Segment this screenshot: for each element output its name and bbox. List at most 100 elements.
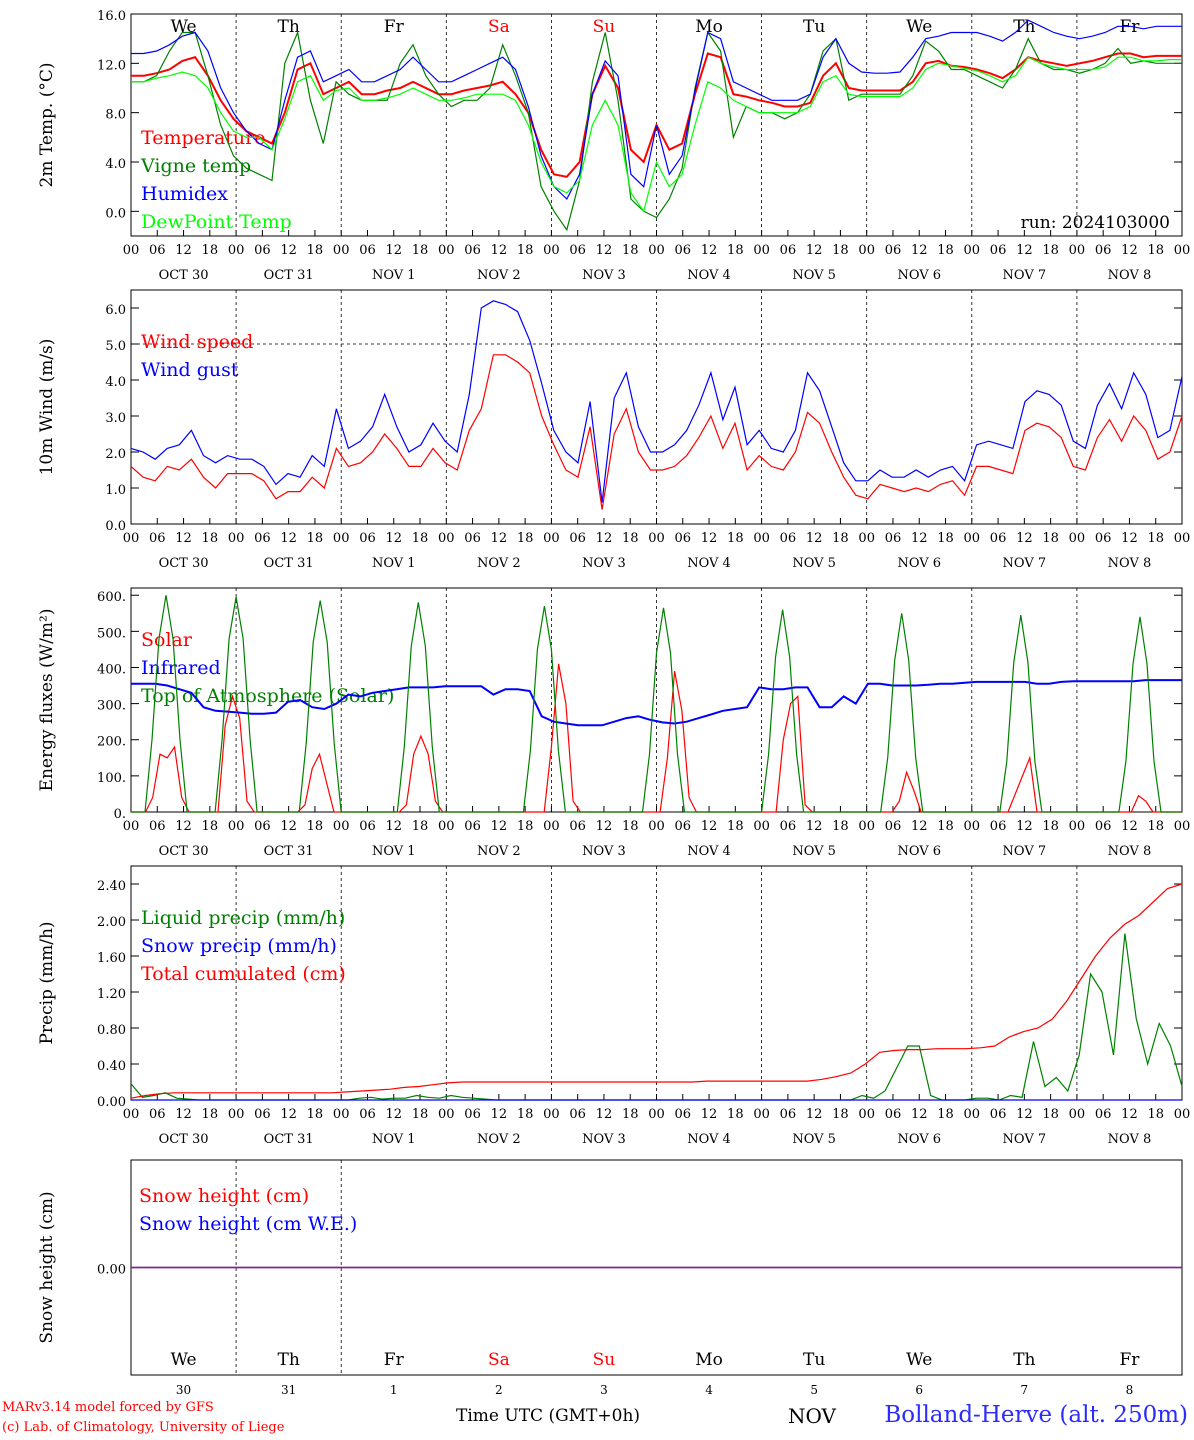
day-axis-label: NOV 4 <box>687 1132 731 1147</box>
footer-lab-text: (c) Lab. of Climatology, University of L… <box>2 1420 285 1435</box>
weekday-label: Tu <box>803 17 825 37</box>
day-axis-label: NOV 6 <box>897 844 941 859</box>
y-axis-title: 10m Wind (m/s) <box>37 339 57 476</box>
x-tick-label: 18 <box>727 1107 744 1122</box>
y-tick-label: 12.0 <box>97 58 126 73</box>
y-tick-label: 0.0 <box>105 519 126 534</box>
x-tick-label: 06 <box>675 243 692 258</box>
x-tick-label: 06 <box>464 1107 481 1122</box>
series-line-humidex <box>131 19 1182 200</box>
x-tick-label: 18 <box>202 819 219 834</box>
x-tick-label: 06 <box>254 531 271 546</box>
x-tick-label: 12 <box>491 819 508 834</box>
y-tick-label: 600. <box>97 590 126 605</box>
y-tick-label: 1.60 <box>97 951 126 966</box>
day-axis-label: NOV 8 <box>1108 1132 1152 1147</box>
x-tick-label: 00 <box>753 1107 770 1122</box>
x-tick-label: 06 <box>885 243 902 258</box>
day-number-label: 31 <box>281 1383 296 1397</box>
day-axis-label: OCT 31 <box>264 268 314 283</box>
x-tick-label: 06 <box>1095 819 1112 834</box>
x-tick-label: 18 <box>1042 1107 1059 1122</box>
x-tick-label: 06 <box>780 819 797 834</box>
x-tick-label: 12 <box>1016 1107 1033 1122</box>
x-tick-label: 18 <box>412 531 429 546</box>
x-tick-label: 18 <box>412 819 429 834</box>
x-tick-label: 18 <box>937 1107 954 1122</box>
y-tick-label: 0.00 <box>97 1263 126 1278</box>
x-tick-label: 18 <box>1147 243 1164 258</box>
x-tick-label: 18 <box>832 531 849 546</box>
x-axis: 00 06 12 18 00 06 12 18 00 06 12 18 00 06 12 18 00 06 12 18… <box>123 518 1190 571</box>
legend: Temperature Vigne temp Humidex DewPoint Tem… <box>140 127 292 233</box>
x-tick-label: 06 <box>569 819 586 834</box>
x-tick-label: 12 <box>911 1107 928 1122</box>
weekday-label-bottom: We <box>170 1350 196 1370</box>
day-axis-label: OCT 30 <box>159 1132 209 1147</box>
x-tick-label: 00 <box>228 819 245 834</box>
y-tick-label: 3.0 <box>105 411 126 426</box>
x-tick-label: 00 <box>648 531 665 546</box>
x-tick-label: 18 <box>832 1107 849 1122</box>
x-tick-label: 06 <box>254 819 271 834</box>
x-tick-label: 06 <box>780 243 797 258</box>
x-tick-label: 00 <box>753 531 770 546</box>
x-tick-label: 06 <box>464 819 481 834</box>
weekday-label-bottom: Fr <box>384 1350 405 1370</box>
y-tick-label: 8.0 <box>105 108 126 123</box>
day-number-label: 2 <box>495 1383 503 1397</box>
x-tick-label: 06 <box>990 531 1007 546</box>
x-tick-label: 00 <box>543 1107 560 1122</box>
x-tick-label: 12 <box>280 243 297 258</box>
y-axis: 0.00 0.40 0.80 1.20 1.60 2.00 2.40 <box>97 879 1182 1110</box>
day-axis-label: OCT 30 <box>159 844 209 859</box>
y-axis: 0. 100. 200. 300. 400. 500. 600. <box>97 590 1182 822</box>
x-tick-label: 00 <box>333 819 350 834</box>
y-tick-label: 300. <box>97 699 126 714</box>
y-tick-label: 0.80 <box>97 1023 126 1038</box>
day-number-label: 3 <box>600 1383 608 1397</box>
x-tick-label: 12 <box>1016 531 1033 546</box>
x-tick-label: 00 <box>333 531 350 546</box>
day-axis-label: NOV 4 <box>687 268 731 283</box>
y-tick-label: 100. <box>97 771 126 786</box>
x-tick-label: 06 <box>359 819 376 834</box>
x-tick-label: 06 <box>464 243 481 258</box>
x-tick-label: 00 <box>1069 243 1086 258</box>
day-axis-label: NOV 5 <box>792 1132 836 1147</box>
x-tick-label: 00 <box>1069 531 1086 546</box>
x-tick-label: 18 <box>1147 531 1164 546</box>
day-axis-label: NOV 3 <box>582 1132 626 1147</box>
station-name: Bolland-Herve (alt. 250m) <box>884 1402 1188 1428</box>
x-tick-label: 00 <box>648 243 665 258</box>
x-tick-label: 18 <box>517 1107 534 1122</box>
weekday-label-bottom: Mo <box>695 1350 723 1370</box>
day-axis-label: NOV 1 <box>372 844 416 859</box>
weekday-label-bottom: Sa <box>488 1350 510 1370</box>
x-tick-label: 18 <box>307 531 324 546</box>
series-line-solar <box>131 663 1182 813</box>
x-tick-label: 06 <box>885 819 902 834</box>
x-tick-label: 12 <box>596 243 613 258</box>
x-tick-label: 00 <box>123 531 140 546</box>
day-axis-label: OCT 31 <box>264 844 314 859</box>
x-tick-label: 00 <box>228 531 245 546</box>
day-axis-label: NOV 7 <box>1003 1132 1047 1147</box>
x-tick-label: 12 <box>701 819 718 834</box>
x-tick-label: 00 <box>964 819 981 834</box>
x-tick-label: 06 <box>675 819 692 834</box>
day-number-label: 7 <box>1021 1383 1029 1397</box>
x-tick-label: 00 <box>858 1107 875 1122</box>
legend-entry: Liquid precip (mm/h) <box>141 907 345 929</box>
x-tick-label: 18 <box>1147 819 1164 834</box>
day-axis-label: NOV 8 <box>1108 844 1152 859</box>
x-tick-label: 18 <box>727 531 744 546</box>
day-axis-label: NOV 7 <box>1003 844 1047 859</box>
x-tick-label: 00 <box>1069 819 1086 834</box>
y-axis-title: Snow height (cm) <box>37 1191 57 1343</box>
panel-3: 0. 100. 200. 300. 400. 500. 600. Energy fluxes … <box>37 587 1190 859</box>
x-tick-label: 06 <box>149 531 166 546</box>
y-axis-title: Energy fluxes (W/m²) <box>37 609 57 792</box>
x-tick-label: 18 <box>937 531 954 546</box>
legend-entry: Total cumulated (cm) <box>141 963 346 985</box>
